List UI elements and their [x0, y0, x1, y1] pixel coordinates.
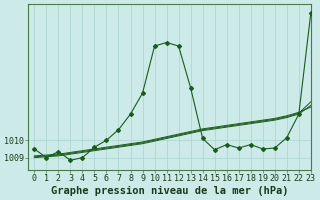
X-axis label: Graphe pression niveau de la mer (hPa): Graphe pression niveau de la mer (hPa) — [51, 186, 288, 196]
